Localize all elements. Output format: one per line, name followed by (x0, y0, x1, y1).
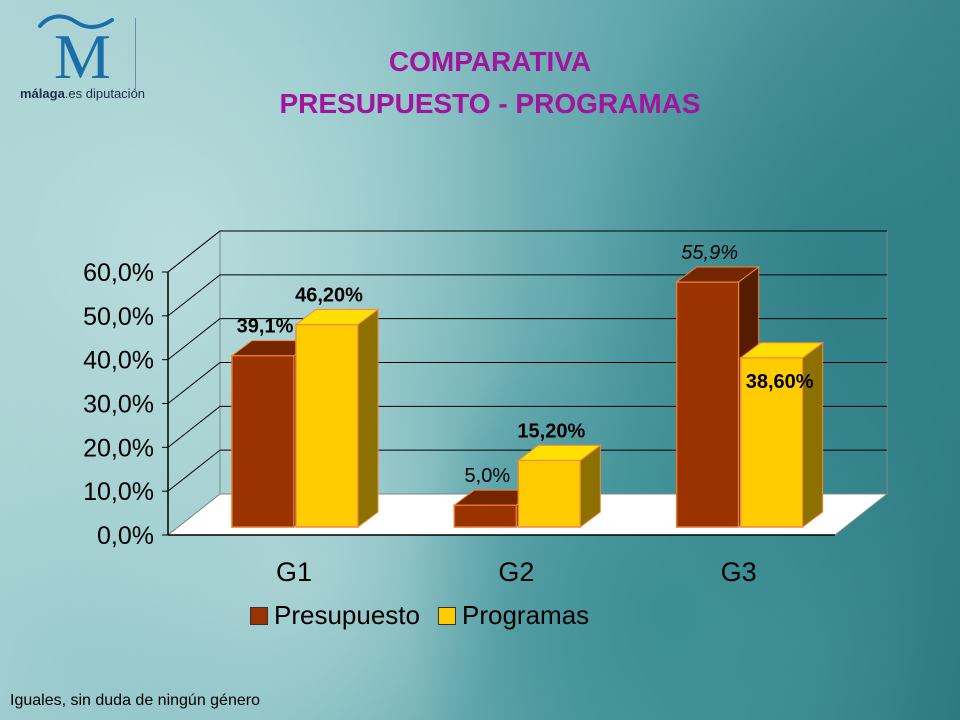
gridline (167, 362, 887, 404)
x-tick-label: G2 (498, 557, 534, 587)
footer-caption: Iguales, sin duda de ningún género (10, 692, 260, 709)
data-label: 15,20% (517, 420, 585, 442)
y-tick-label: 0,0% (97, 522, 154, 550)
bar-presupuesto-g3 (675, 281, 740, 528)
gridline (167, 405, 887, 448)
legend-label-programas: Programas (462, 600, 590, 630)
legend: Presupuesto Programas (250, 600, 610, 630)
data-label: 38,60% (746, 371, 814, 393)
gridline (167, 274, 887, 317)
logo-divider (135, 18, 136, 93)
data-label: 39,1% (237, 316, 294, 338)
legend-item-presupuesto: Presupuesto (250, 600, 420, 631)
y-tick-label: 10,0% (83, 478, 154, 506)
y-tick-label: 50,0% (83, 303, 154, 331)
gridline (167, 318, 887, 361)
bar-presupuesto-g1 (231, 354, 295, 528)
bar-chart: 0,0% 10,0% 20,0% 30,0% 40,0% 50,0% 60,0% 39,1%4… (83, 229, 889, 587)
y-tick-label: 40,0% (83, 347, 154, 375)
bar-top (516, 444, 602, 461)
bar-programas-g1 (295, 323, 359, 528)
gridline (167, 449, 887, 492)
svg-text:M: M (54, 21, 111, 82)
legend-label-presupuesto: Presupuesto (274, 600, 420, 630)
bar-top (675, 266, 761, 283)
x-tick-label: G3 (721, 557, 757, 587)
bar-top (294, 308, 380, 325)
malaga-m-logo-icon: M (38, 14, 114, 82)
y-tick-label: 20,0% (83, 434, 154, 462)
bar-presupuesto-g2 (453, 504, 518, 528)
bar-top (739, 342, 825, 359)
gridline (167, 230, 887, 273)
legend-item-programas: Programas (438, 600, 589, 631)
bar-programas-g2 (517, 459, 582, 528)
logo-text: málaga.es diputación (20, 86, 146, 101)
logo: M málaga.es diputación (14, 12, 146, 102)
y-tick-label: 60,0% (83, 259, 154, 287)
legend-swatch-presupuesto (250, 606, 268, 625)
data-label: 5,0% (465, 465, 511, 487)
x-tick-label: G1 (276, 557, 312, 587)
data-label: 55,9% (681, 242, 738, 264)
chart-title-line2: PRESUPUESTO - PROGRAMAS (279, 88, 701, 119)
bar-side (357, 308, 379, 528)
legend-swatch-programas (438, 606, 456, 625)
y-tick-label: 30,0% (83, 391, 154, 419)
chart-title-line1: COMPARATIVA (388, 46, 592, 77)
data-label: 46,20% (295, 284, 363, 306)
